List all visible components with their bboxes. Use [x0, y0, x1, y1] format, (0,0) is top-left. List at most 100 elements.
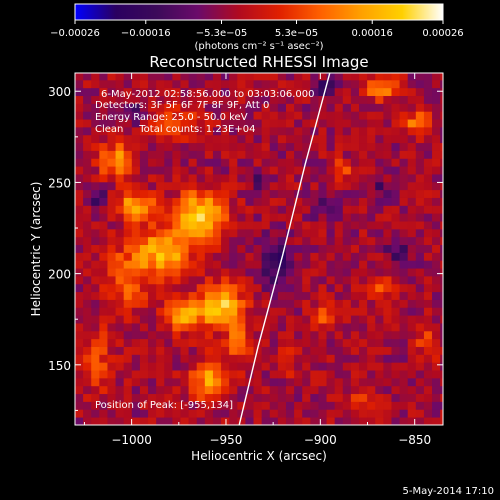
- heatmap-cell: [131, 275, 141, 285]
- heatmap-cell: [302, 252, 311, 261]
- heatmap-cell: [212, 150, 222, 159]
- heatmap-cell: [318, 150, 327, 159]
- heatmap-cell: [75, 244, 84, 253]
- heatmap-cell: [204, 181, 214, 191]
- heatmap-cell: [107, 252, 116, 261]
- heatmap-cell: [383, 346, 392, 355]
- heatmap-cell: [432, 362, 441, 371]
- heatmap-cell: [237, 228, 246, 238]
- heatmap-cell: [359, 330, 368, 340]
- heatmap-cell: [261, 181, 271, 191]
- heatmap-cell: [99, 291, 108, 300]
- heatmap-cell: [237, 111, 246, 120]
- heatmap-cell: [359, 377, 368, 387]
- heatmap-cell: [277, 142, 287, 151]
- heatmap-cell: [139, 111, 149, 120]
- heatmap-cell: [91, 166, 100, 175]
- heatmap-cell: [139, 134, 149, 144]
- heatmap-cell: [139, 181, 149, 191]
- heatmap-cell: [391, 87, 400, 97]
- heatmap-cell: [350, 307, 360, 316]
- heatmap-cell: [277, 236, 287, 246]
- heatmap-cell: [391, 346, 400, 355]
- heatmap-cell: [188, 323, 198, 332]
- heatmap-cell: [164, 338, 173, 347]
- heatmap-cell: [75, 197, 84, 206]
- heatmap-cell: [139, 103, 149, 112]
- heatmap-cell: [359, 205, 368, 214]
- heatmap-cell: [261, 252, 271, 261]
- heatmap-cell: [375, 307, 384, 316]
- heatmap-cell: [423, 275, 433, 285]
- heatmap-cell: [148, 166, 157, 175]
- heatmap-cell: [294, 291, 303, 300]
- heatmap-cell: [375, 252, 384, 261]
- heatmap-cell: [285, 299, 295, 308]
- heatmap-cell: [229, 260, 238, 269]
- heatmap-cell: [440, 260, 443, 269]
- heatmap-cell: [391, 166, 400, 175]
- heatmap-cell: [302, 354, 311, 363]
- heatmap-cell: [383, 354, 392, 363]
- heatmap-cell: [253, 244, 263, 253]
- heatmap-cell: [318, 385, 327, 395]
- heatmap-cell: [285, 409, 295, 418]
- heatmap-cell: [261, 401, 271, 410]
- heatmap-cell: [277, 150, 287, 159]
- heatmap-cell: [391, 158, 400, 167]
- heatmap-cell: [91, 221, 100, 230]
- heatmap-cell: [188, 103, 198, 112]
- heatmap-cell: [221, 221, 230, 230]
- heatmap-cell: [415, 126, 425, 136]
- heatmap-cell: [172, 346, 181, 355]
- heatmap-cell: [261, 307, 271, 316]
- heatmap-cell: [83, 393, 92, 402]
- heatmap-cell: [375, 228, 384, 238]
- heatmap-cell: [440, 73, 443, 81]
- heatmap-cell: [221, 213, 230, 222]
- heatmap-cell: [172, 111, 181, 120]
- heatmap-cell: [302, 221, 311, 230]
- heatmap-cell: [148, 417, 157, 425]
- heatmap-cell: [342, 315, 352, 324]
- heatmap-cell: [432, 291, 441, 300]
- heatmap-cell: [245, 126, 254, 136]
- solar-limb-line: [238, 73, 331, 425]
- heatmap-cell: [148, 338, 157, 347]
- heatmap-cell: [212, 181, 222, 191]
- heatmap-cell: [221, 166, 230, 175]
- heatmap-cell: [229, 228, 238, 238]
- heatmap-cell: [326, 362, 336, 371]
- heatmap-cell: [432, 134, 441, 144]
- heatmap-cell: [391, 354, 400, 363]
- heatmap-cell: [359, 260, 368, 269]
- heatmap-cell: [294, 79, 303, 89]
- heatmap-cell: [196, 307, 206, 316]
- heatmap-cell: [318, 299, 327, 308]
- heatmap-cell: [212, 244, 222, 253]
- heatmap-cell: [83, 315, 92, 324]
- heatmap-cell: [237, 244, 246, 253]
- heatmap-cell: [237, 307, 246, 316]
- colorbar-tick-label: 0.00016: [352, 28, 393, 39]
- heatmap-cell: [245, 111, 254, 120]
- heatmap-cell: [245, 417, 254, 425]
- heatmap-cell: [318, 189, 327, 198]
- heatmap-cell: [164, 283, 173, 293]
- heatmap-cell: [99, 166, 108, 175]
- heatmap-cell: [318, 330, 327, 340]
- heatmap-cell: [196, 174, 206, 183]
- heatmap-cell: [269, 79, 279, 89]
- heatmap-cell: [83, 244, 92, 253]
- heatmap-cell: [415, 150, 425, 159]
- heatmap-cell: [99, 111, 108, 120]
- heatmap-cell: [139, 330, 149, 340]
- heatmap-cell: [196, 134, 206, 144]
- heatmap-cell: [180, 197, 189, 206]
- heatmap-cell: [172, 189, 181, 198]
- heatmap-cell: [245, 283, 254, 293]
- heatmap-cell: [115, 330, 125, 340]
- heatmap-cell: [440, 330, 443, 340]
- heatmap-cell: [326, 307, 336, 316]
- heatmap-cell: [310, 103, 319, 112]
